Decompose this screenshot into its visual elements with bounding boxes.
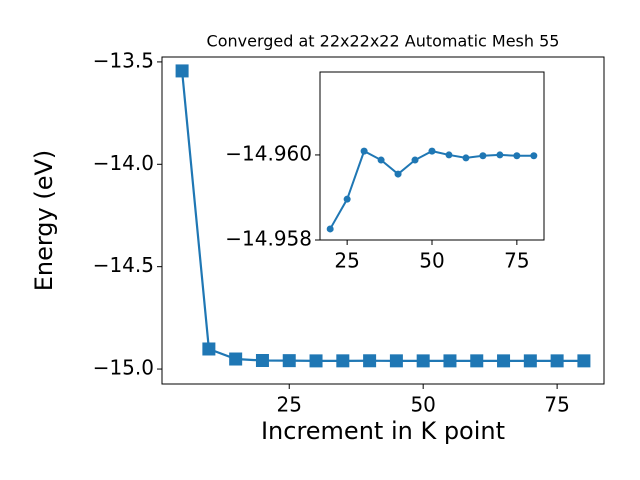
axes-frame bbox=[319, 71, 545, 241]
marker bbox=[411, 156, 419, 164]
marker bbox=[175, 64, 189, 78]
x-tick-label: 50 bbox=[410, 393, 435, 417]
y-tick-label: −14.5 bbox=[93, 253, 154, 277]
marker bbox=[470, 354, 484, 368]
marker bbox=[202, 342, 216, 356]
x-tick-label: 25 bbox=[277, 393, 302, 417]
x-axis-label: Increment in K point bbox=[261, 417, 505, 445]
marker bbox=[445, 151, 453, 159]
marker bbox=[363, 354, 377, 368]
marker bbox=[530, 152, 538, 160]
chart-title: Converged at 22x22x22 Automatic Mesh 55 bbox=[207, 32, 560, 51]
marker bbox=[479, 152, 487, 160]
y-tick-label: −15.0 bbox=[93, 356, 154, 380]
marker bbox=[255, 354, 269, 368]
marker bbox=[377, 156, 385, 164]
marker bbox=[326, 225, 334, 233]
marker bbox=[577, 354, 591, 368]
marker bbox=[309, 354, 323, 368]
marker bbox=[394, 170, 402, 178]
axes-frame bbox=[161, 56, 605, 385]
x-tick-label: 25 bbox=[334, 249, 359, 273]
marker bbox=[496, 151, 504, 159]
x-tick-label: 50 bbox=[419, 249, 444, 273]
y-tick-label: −13.5 bbox=[93, 48, 154, 72]
x-tick-label: 75 bbox=[544, 393, 569, 417]
marker bbox=[282, 354, 296, 368]
marker bbox=[550, 354, 564, 368]
series-line bbox=[180, 70, 584, 362]
marker bbox=[497, 354, 511, 368]
y-tick-label: −14.958 bbox=[225, 227, 312, 251]
marker bbox=[336, 354, 350, 368]
marker bbox=[443, 354, 457, 368]
marker bbox=[462, 154, 470, 162]
y-axis-label: Energy (eV) bbox=[30, 150, 58, 292]
marker bbox=[343, 195, 351, 203]
marker bbox=[389, 354, 403, 368]
y-tick-label: −14.960 bbox=[225, 141, 312, 165]
marker bbox=[229, 352, 243, 366]
marker bbox=[513, 152, 521, 160]
y-tick-label: −14.0 bbox=[93, 151, 154, 175]
x-tick-label: 75 bbox=[504, 249, 529, 273]
marker bbox=[360, 147, 368, 155]
marker bbox=[416, 354, 430, 368]
marker bbox=[428, 147, 436, 155]
marker bbox=[523, 354, 537, 368]
